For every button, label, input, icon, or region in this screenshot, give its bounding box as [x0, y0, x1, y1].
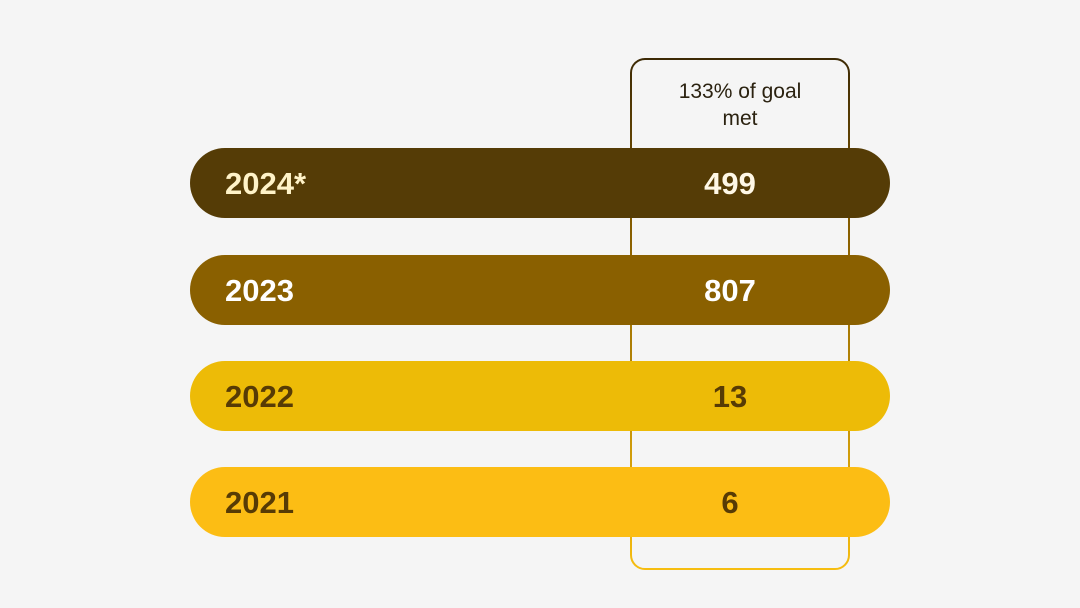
year-value: 13: [712, 379, 748, 414]
year-label: 2021: [225, 485, 294, 520]
year-row: 2023 807: [190, 255, 890, 325]
year-value: 6: [721, 485, 739, 520]
year-label: 2024*: [225, 166, 307, 201]
goal-caption: 133% of goal met: [678, 80, 802, 130]
year-row: 2022 13: [190, 361, 890, 431]
year-row: 2024* 499: [190, 148, 890, 218]
year-label: 2022: [225, 379, 294, 414]
year-row: 2021 6: [190, 467, 890, 537]
year-value: 499: [704, 166, 756, 201]
year-label: 2023: [225, 273, 294, 308]
year-value: 807: [704, 273, 756, 308]
